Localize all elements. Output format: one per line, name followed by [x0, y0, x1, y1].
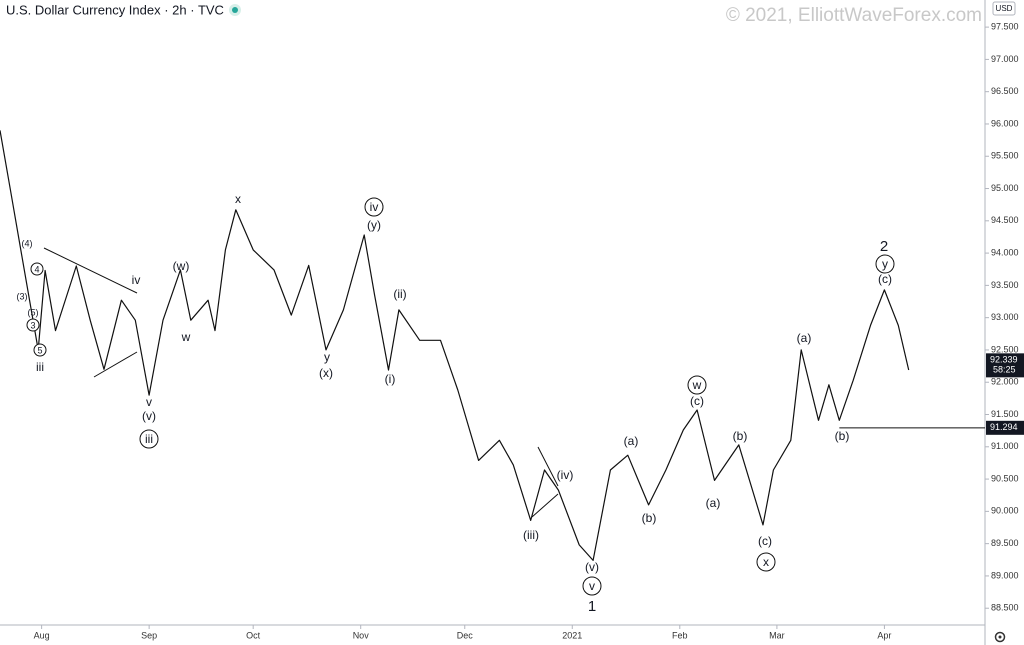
y-tick-label: 96.500 [991, 86, 1019, 96]
wave-label: (5) [28, 307, 39, 317]
wave-label: 5 [37, 345, 42, 355]
wave-label: iii [36, 360, 44, 374]
x-tick-label: Oct [246, 630, 261, 640]
wave-label: y [882, 257, 888, 271]
trend-line [43, 247, 138, 294]
wave-label: (4) [22, 238, 33, 248]
y-tick-label: 94.500 [991, 215, 1019, 225]
wave-circle [33, 343, 47, 357]
x-tick-label: Aug [34, 630, 50, 640]
chart-title: U.S. Dollar Currency Index · 2h · TVC [6, 2, 224, 17]
wave-label: (b) [642, 511, 657, 525]
y-tick-label: 90.500 [991, 473, 1019, 483]
x-tick-label: Sep [141, 630, 157, 640]
settings-icon[interactable] [994, 631, 1006, 643]
wave-label: (x) [319, 366, 333, 380]
wave-label: 3 [30, 320, 35, 330]
y-tick-label: 88.500 [991, 603, 1019, 613]
wave-label: (i) [385, 372, 396, 386]
y-tick-label: 96.000 [991, 118, 1019, 128]
wave-label: v [589, 579, 595, 593]
wave-label: (b) [835, 429, 850, 443]
wave-label: (v) [142, 409, 156, 423]
y-tick-label: 95.000 [991, 183, 1019, 193]
wave-circle [756, 552, 776, 572]
y-tick-label: 89.500 [991, 538, 1019, 548]
wave-label: w [692, 378, 702, 392]
wave-circle [364, 197, 384, 217]
wave-label: (a) [797, 331, 812, 345]
wave-label: 2 [880, 238, 888, 255]
triangle-lines [43, 247, 559, 518]
y-tick-label: 92.000 [991, 377, 1019, 387]
wave-circle [687, 375, 707, 395]
y-tick-label: 93.000 [991, 312, 1019, 322]
wave-label: (c) [878, 272, 892, 286]
wave-label: x [235, 192, 241, 206]
wave-label: (iii) [523, 528, 539, 542]
y-tick-label: 89.000 [991, 570, 1019, 580]
wave-label: (a) [624, 434, 639, 448]
status-dot [232, 7, 238, 13]
wave-label: iii [145, 432, 153, 446]
wave-label: x [763, 555, 769, 569]
wave-label: (3) [17, 291, 28, 301]
currency-box [992, 1, 1016, 16]
wave-label: (y) [367, 218, 381, 232]
wave-circle [582, 576, 602, 596]
level-tag-label: 91.294 [990, 422, 1018, 432]
wave-label: iv [132, 273, 141, 287]
y-tick-label: 92.500 [991, 344, 1019, 354]
wave-label: (c) [758, 534, 772, 548]
wave-label: (v) [585, 560, 599, 574]
y-tick-label: 95.500 [991, 151, 1019, 161]
wave-label: (c) [690, 394, 704, 408]
y-tick-label: 94.000 [991, 247, 1019, 257]
wave-label: (b) [733, 429, 748, 443]
wave-label: v [146, 395, 152, 409]
wave-circle [875, 254, 895, 274]
x-tick-label: Dec [457, 630, 474, 640]
level-tag [986, 420, 1024, 435]
y-tick-label: 93.500 [991, 280, 1019, 290]
trend-line [531, 493, 559, 518]
trend-line [537, 446, 559, 487]
wave-label: 1 [588, 598, 596, 615]
trend-line [93, 351, 138, 378]
wave-label: y [324, 350, 330, 364]
last-price-tag [986, 353, 1024, 378]
wave-label: (ii) [393, 287, 406, 301]
y-tick-label: 97.000 [991, 54, 1019, 64]
wave-label: (w) [173, 259, 190, 273]
wave-label: (iv) [557, 468, 574, 482]
x-tick-label: Nov [353, 630, 370, 640]
x-tick-label: Feb [672, 630, 688, 640]
gear-center[interactable] [998, 635, 1002, 639]
countdown: 58:25 [993, 365, 1016, 375]
x-tick-label: Apr [877, 630, 891, 640]
y-tick-label: 90.000 [991, 506, 1019, 516]
price-line [0, 130, 910, 561]
y-tick-label: 91.000 [991, 441, 1019, 451]
y-tick-label: 91.500 [991, 409, 1019, 419]
last-price-label: 92.339 [990, 355, 1018, 365]
watermark: © 2021, ElliottWaveForex.com [726, 5, 982, 26]
y-tick-label: 97.500 [991, 21, 1019, 31]
wave-label: w [181, 330, 191, 344]
wave-label: (a) [706, 496, 721, 510]
gear[interactable] [994, 631, 1006, 643]
wave-label: 4 [34, 264, 39, 274]
wave-circle [139, 429, 159, 449]
wave-circle [26, 318, 40, 332]
x-tick-label: Mar [769, 630, 785, 640]
x-tick-label: 2021 [562, 630, 582, 640]
currency: USD [996, 4, 1013, 13]
wave-circle [30, 262, 44, 276]
wave-label: iv [370, 200, 379, 214]
